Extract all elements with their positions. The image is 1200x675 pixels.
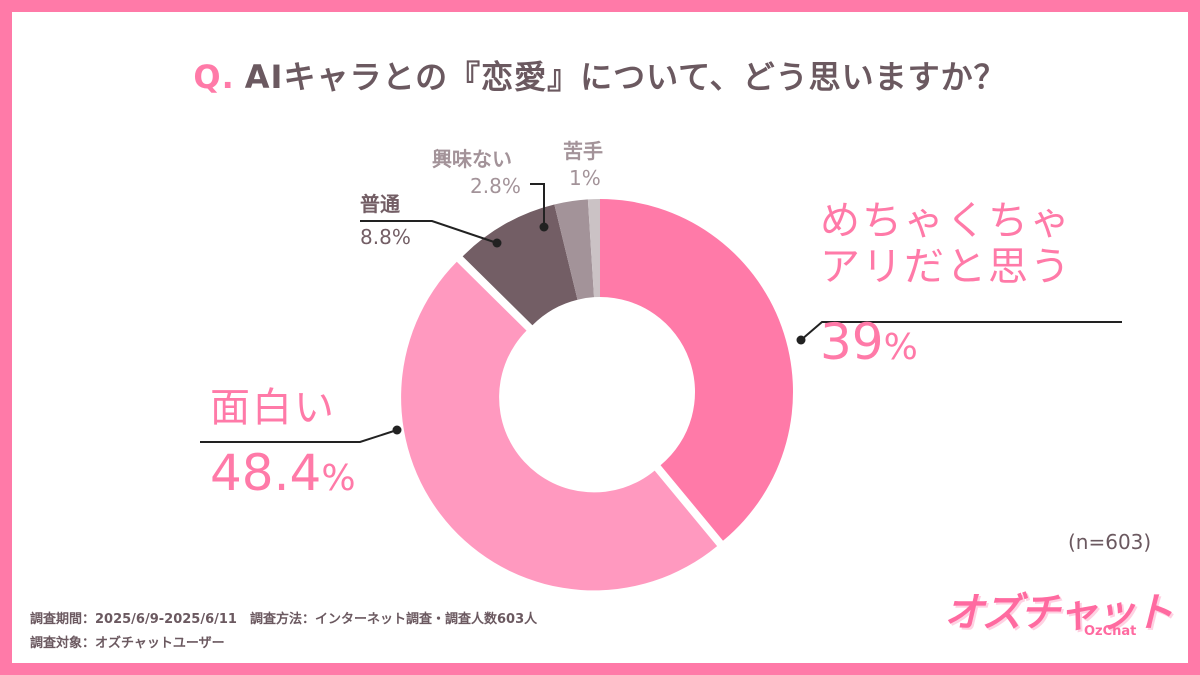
- slice-1-value: 48.4%: [210, 444, 356, 502]
- donut-slice-1: [401, 261, 718, 591]
- leader-line-slice-2: [360, 220, 498, 244]
- label-slice-3: 興味ない 2.8%: [432, 148, 521, 198]
- slice-1-name: 面白い: [210, 385, 336, 431]
- slice-0-value: 39%: [820, 313, 918, 371]
- slice-3-name: 興味ない: [432, 147, 512, 171]
- label-slice-4: 苦手 1%: [563, 140, 603, 190]
- slice-4-value: 1%: [569, 166, 601, 190]
- leader-line-slice-3: [530, 183, 545, 227]
- chart-title: Q. AIキャラとの『恋愛』について、どう思いますか？: [0, 52, 1200, 98]
- slice-4-name: 苦手: [563, 139, 603, 163]
- donut-slice-4: [587, 199, 600, 298]
- donut-slice-3: [554, 199, 595, 300]
- slice-2-value: 8.8%: [360, 225, 411, 249]
- donut-slice-0: [600, 199, 793, 541]
- donut-slice-2: [462, 204, 578, 326]
- question-text: AIキャラとの『恋愛』について、どう思いますか？: [244, 58, 1007, 96]
- leader-line-slice-0: [800, 321, 1122, 341]
- sample-size: (n=603): [1068, 530, 1152, 554]
- slice-2-name: 普通: [360, 192, 400, 216]
- label-slice-1: 面白い 48.4%: [210, 385, 356, 503]
- slice-3-value: 2.8%: [470, 174, 521, 198]
- label-slice-2: 普通 8.8%: [360, 193, 411, 249]
- footer-survey-target: 調査対象：オズチャットユーザー: [30, 636, 225, 651]
- question-prefix: Q.: [193, 58, 235, 96]
- leader-line-slice-1: [200, 429, 398, 443]
- slice-0-name-line-2: アリだと思う: [820, 244, 1072, 290]
- leader-line-slice-3-dot: [539, 222, 549, 232]
- logo-text: オズチャット: [944, 590, 1174, 636]
- leader-line-slice-1-dot: [392, 425, 402, 435]
- logo-subtext: OzChat: [1084, 624, 1137, 639]
- leader-line-slice-2-dot: [492, 238, 502, 248]
- ozchat-logo: オズチャット OzChat: [944, 580, 1174, 639]
- footer-survey-info: 調査期間：2025/6/9-2025/6/11 調査方法：インターネット調査・調…: [30, 612, 538, 627]
- leader-line-slice-0-dot: [796, 335, 806, 345]
- slice-0-name-line-1: めちゃくちゃ: [820, 198, 1072, 244]
- label-slice-0: めちゃくちゃ アリだと思う 39%: [820, 198, 1072, 372]
